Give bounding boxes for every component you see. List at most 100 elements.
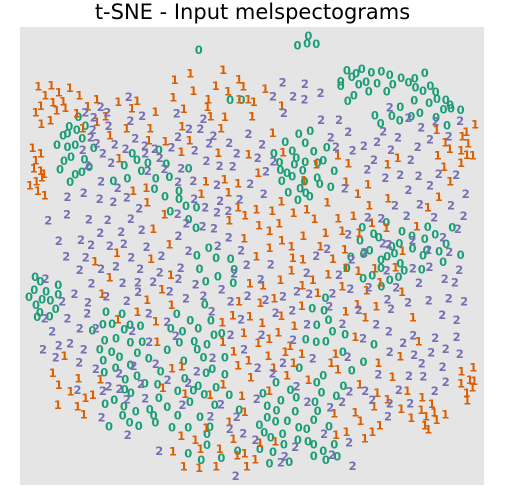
point-class-1: 1	[440, 160, 448, 174]
point-class-1: 1	[233, 448, 241, 462]
point-class-2: 2	[143, 240, 151, 254]
point-class-2: 2	[81, 106, 89, 120]
point-class-1: 1	[169, 445, 177, 459]
point-class-2: 2	[439, 230, 447, 244]
point-class-2: 2	[455, 263, 463, 277]
point-class-2: 2	[184, 376, 192, 390]
point-class-0: 0	[214, 269, 222, 283]
point-class-2: 2	[233, 147, 241, 161]
point-class-2: 2	[364, 210, 372, 224]
point-class-2: 2	[76, 321, 84, 335]
point-class-2: 2	[445, 129, 453, 143]
point-class-0: 0	[383, 85, 391, 99]
point-class-2: 2	[418, 357, 426, 371]
point-class-2: 2	[138, 109, 146, 123]
point-class-2: 2	[230, 267, 238, 281]
point-class-2: 2	[42, 272, 50, 286]
point-class-2: 2	[267, 258, 275, 272]
point-class-1: 1	[54, 398, 62, 412]
point-class-1: 1	[334, 211, 342, 225]
point-class-1: 1	[180, 459, 188, 473]
point-class-2: 2	[385, 325, 393, 339]
point-class-2: 2	[182, 217, 190, 231]
point-class-0: 0	[205, 241, 213, 255]
point-class-0: 0	[448, 221, 456, 235]
point-class-0: 0	[80, 152, 88, 166]
point-class-0: 0	[133, 369, 141, 383]
point-class-0: 0	[358, 62, 366, 76]
point-class-2: 2	[361, 384, 369, 398]
point-class-0: 0	[317, 385, 325, 399]
point-class-1: 1	[49, 366, 57, 380]
point-class-0: 0	[210, 328, 218, 342]
point-class-2: 2	[99, 384, 107, 398]
point-class-0: 0	[279, 427, 287, 441]
point-class-2: 2	[141, 392, 149, 406]
point-class-2: 2	[177, 261, 185, 275]
point-class-0: 0	[141, 377, 149, 391]
point-class-2: 2	[368, 393, 376, 407]
point-class-1: 1	[212, 79, 220, 93]
point-class-0: 0	[277, 394, 285, 408]
point-class-0: 0	[200, 387, 208, 401]
point-class-2: 2	[105, 380, 113, 394]
point-class-2: 2	[338, 395, 346, 409]
point-class-1: 1	[159, 381, 167, 395]
point-class-1: 1	[235, 93, 243, 107]
point-class-2: 2	[272, 306, 280, 320]
point-class-0: 0	[229, 276, 237, 290]
point-class-1: 1	[363, 284, 371, 298]
point-class-2: 2	[172, 329, 180, 343]
point-class-1: 1	[368, 216, 376, 230]
point-class-2: 2	[301, 77, 309, 91]
point-class-1: 1	[37, 99, 45, 113]
point-class-0: 0	[316, 177, 324, 191]
point-class-1: 1	[441, 135, 449, 149]
point-class-2: 2	[80, 342, 88, 356]
point-class-2: 2	[199, 289, 207, 303]
point-class-1: 1	[149, 222, 157, 236]
point-class-2: 2	[383, 292, 391, 306]
point-class-2: 2	[383, 264, 391, 278]
point-class-1: 1	[396, 350, 404, 364]
point-class-2: 2	[386, 396, 394, 410]
point-class-0: 0	[404, 75, 412, 89]
point-class-0: 0	[359, 271, 367, 285]
point-class-2: 2	[291, 440, 299, 454]
point-class-0: 0	[359, 355, 367, 369]
point-class-0: 0	[373, 77, 381, 91]
point-class-1: 1	[219, 378, 227, 392]
point-class-1: 1	[212, 459, 220, 473]
point-class-2: 2	[426, 133, 434, 147]
point-class-0: 0	[457, 248, 465, 262]
point-class-0: 0	[25, 290, 33, 304]
point-class-2: 2	[332, 140, 340, 154]
point-class-1: 1	[129, 184, 137, 198]
point-class-0: 0	[63, 126, 71, 140]
point-class-2: 2	[84, 296, 92, 310]
point-class-0: 0	[394, 270, 402, 284]
point-class-2: 2	[225, 136, 233, 150]
point-class-2: 2	[460, 295, 468, 309]
point-class-2: 2	[160, 162, 168, 176]
point-class-2: 2	[191, 144, 199, 158]
point-class-2: 2	[355, 303, 363, 317]
point-class-1: 1	[274, 326, 282, 340]
point-class-0: 0	[65, 120, 73, 134]
point-class-2: 2	[269, 366, 277, 380]
point-class-2: 2	[210, 221, 218, 235]
point-class-1: 1	[276, 273, 284, 287]
point-class-1: 1	[351, 406, 359, 420]
point-class-1: 1	[342, 175, 350, 189]
point-class-1: 1	[469, 149, 477, 163]
point-class-0: 0	[377, 279, 385, 293]
point-class-1: 1	[463, 148, 471, 162]
point-class-1: 1	[153, 335, 161, 349]
point-class-2: 2	[149, 275, 157, 289]
point-class-0: 0	[212, 381, 220, 395]
point-class-2: 2	[345, 435, 353, 449]
point-class-2: 2	[93, 137, 101, 151]
point-class-1: 1	[409, 310, 417, 324]
point-class-0: 0	[226, 93, 234, 107]
point-class-1: 1	[259, 279, 267, 293]
